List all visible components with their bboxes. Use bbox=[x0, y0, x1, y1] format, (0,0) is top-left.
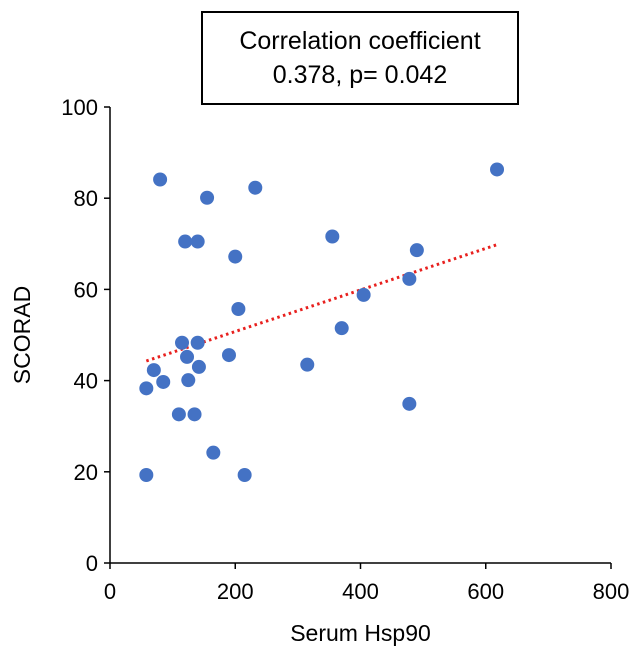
data-point bbox=[300, 357, 315, 372]
data-point bbox=[190, 234, 205, 249]
y-tick-label: 100 bbox=[61, 95, 98, 120]
correlation-annotation-box: Correlation coefficient 0.378, p= 0.042 bbox=[201, 11, 519, 105]
data-point bbox=[221, 348, 236, 363]
data-point bbox=[181, 373, 196, 388]
data-point bbox=[187, 407, 202, 422]
x-tick-label: 600 bbox=[467, 579, 504, 604]
annotation-line-2: 0.378, p= 0.042 bbox=[272, 61, 448, 89]
trendline bbox=[145, 242, 499, 363]
x-tick-label: 0 bbox=[104, 579, 116, 604]
data-point bbox=[248, 180, 263, 195]
data-point bbox=[139, 381, 154, 396]
data-point bbox=[228, 249, 243, 264]
data-point bbox=[139, 467, 154, 482]
data-point bbox=[409, 243, 424, 258]
data-point bbox=[153, 172, 168, 187]
x-axis-title: Serum Hsp90 bbox=[290, 620, 431, 646]
data-point bbox=[325, 229, 340, 244]
data-point bbox=[171, 407, 186, 422]
ticks: 0 200 400 600 800 0 20 40 60 80 100 bbox=[61, 95, 629, 604]
data-point bbox=[191, 359, 206, 374]
data-point bbox=[180, 349, 195, 364]
y-axis-title: SCORAD bbox=[9, 286, 35, 384]
data-point bbox=[156, 374, 171, 389]
data-point bbox=[402, 271, 417, 286]
data-point bbox=[402, 396, 417, 411]
data-point bbox=[206, 445, 221, 460]
y-tick-label: 0 bbox=[86, 551, 98, 576]
data-point bbox=[237, 467, 252, 482]
y-tick-label: 60 bbox=[74, 277, 98, 302]
data-point bbox=[190, 335, 205, 350]
data-point bbox=[200, 190, 215, 205]
axes bbox=[109, 107, 611, 564]
trendline-group bbox=[145, 242, 499, 363]
y-tick-label: 20 bbox=[74, 460, 98, 485]
data-points bbox=[139, 162, 505, 482]
data-point bbox=[146, 363, 161, 378]
x-tick-label: 200 bbox=[217, 579, 254, 604]
data-point bbox=[334, 321, 349, 336]
data-point bbox=[178, 234, 193, 249]
x-tick-label: 800 bbox=[593, 579, 630, 604]
data-point bbox=[490, 162, 505, 177]
data-point bbox=[231, 302, 246, 317]
x-tick-label: 400 bbox=[342, 579, 379, 604]
y-tick-label: 80 bbox=[74, 186, 98, 211]
y-tick-label: 40 bbox=[74, 369, 98, 394]
annotation-line-1: Correlation coefficient bbox=[239, 27, 481, 55]
data-point bbox=[175, 335, 190, 350]
data-point bbox=[356, 287, 371, 302]
